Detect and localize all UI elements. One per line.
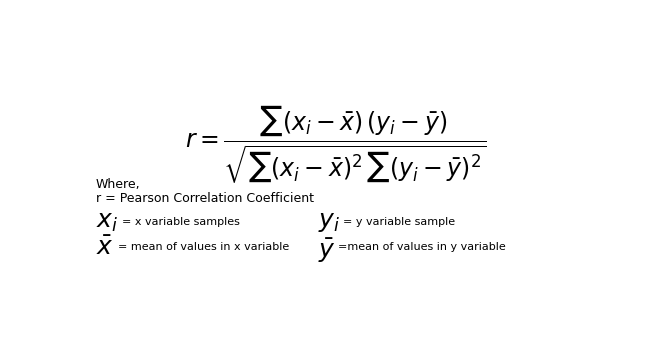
Text: = mean of values in x variable: = mean of values in x variable <box>119 242 290 252</box>
Text: $\mathit{x}_i$: $\mathit{x}_i$ <box>96 211 118 234</box>
Text: =mean of values in y variable: =mean of values in y variable <box>337 242 506 252</box>
Text: $\bar{y}$: $\bar{y}$ <box>318 237 336 265</box>
Text: = y variable sample: = y variable sample <box>343 217 455 227</box>
Text: r = Pearson Correlation Coefficient: r = Pearson Correlation Coefficient <box>96 192 314 205</box>
Text: = x variable samples: = x variable samples <box>122 217 240 227</box>
Text: $\bar{x}$: $\bar{x}$ <box>96 237 113 260</box>
Text: Where,: Where, <box>96 178 140 191</box>
Text: $\mathit{y}_i$: $\mathit{y}_i$ <box>318 211 341 234</box>
Text: $r = \dfrac{\sum (x_i - \bar{x})\,(y_i - \bar{y})}{\sqrt{\sum (x_i - \bar{x})^2\: $r = \dfrac{\sum (x_i - \bar{x})\,(y_i -… <box>185 103 487 186</box>
